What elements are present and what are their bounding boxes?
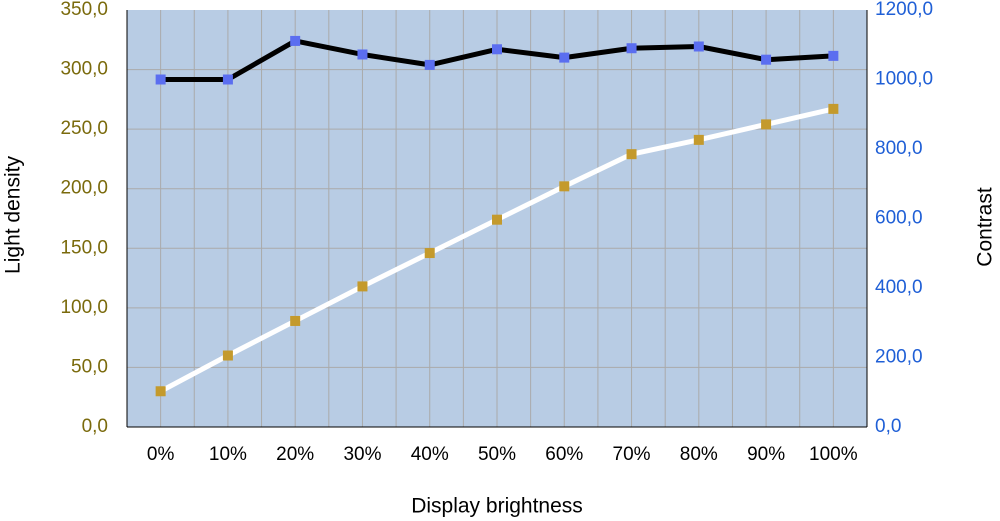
contrast-data-point [626, 43, 637, 54]
x-axis-tick-label: 20% [276, 444, 314, 465]
left-axis-tick-label: 250,0 [60, 118, 108, 139]
left-axis-tick-label: 200,0 [60, 178, 108, 199]
contrast-data-point [693, 41, 704, 52]
contrast-data-point [155, 74, 166, 85]
light-density-data-point [424, 248, 435, 259]
left-axis-tick-label: 300,0 [60, 59, 108, 80]
x-axis-tick-label: 10% [209, 444, 247, 465]
right-axis-tick-label: 0,0 [875, 416, 901, 437]
x-axis-tick-label: 60% [545, 444, 583, 465]
contrast-data-point [424, 59, 435, 70]
left-axis-title: Light density [2, 156, 25, 274]
left-axis-tick-label: 50,0 [71, 356, 108, 377]
left-axis-tick-label: 350,0 [60, 0, 108, 20]
x-axis-tick-label: 90% [747, 444, 785, 465]
contrast-data-point [761, 54, 772, 65]
right-axis-title: Contrast [974, 187, 997, 267]
contrast-data-point [290, 35, 301, 46]
light-density-data-point [626, 149, 637, 160]
light-density-data-point [155, 386, 166, 397]
light-density-data-point [761, 119, 772, 130]
right-axis-tick-label: 400,0 [875, 277, 923, 298]
x-axis-tick-label: 100% [809, 444, 858, 465]
x-axis-title: Display brightness [411, 495, 583, 518]
x-axis-tick-label: 40% [411, 444, 449, 465]
left-axis-tick-label: 0,0 [82, 416, 108, 437]
contrast-data-point [828, 50, 839, 61]
right-axis-tick-label: 1200,0 [875, 0, 933, 20]
right-axis-tick-label: 1000,0 [875, 69, 933, 90]
x-axis-tick-label: 80% [680, 444, 718, 465]
right-axis-tick-label: 600,0 [875, 208, 923, 229]
right-axis-tick-label: 200,0 [875, 347, 923, 368]
left-axis-tick-label: 100,0 [60, 297, 108, 318]
x-axis-tick-label: 30% [343, 444, 381, 465]
left-axis-ticks: 0,0 50,0 100,0 150,0 200,0 250,0 300,0 350,0 [60, 0, 108, 437]
light-density-data-point [357, 281, 368, 292]
x-axis-tick-label: 0% [147, 444, 175, 465]
light-density-data-point [693, 134, 704, 145]
contrast-data-point [559, 52, 570, 63]
contrast-data-point [492, 44, 502, 55]
light-density-data-point [828, 103, 839, 114]
contrast-data-point [222, 74, 233, 85]
contrast-data-point [357, 49, 368, 60]
series-layer [155, 35, 839, 397]
right-axis-tick-label: 800,0 [875, 138, 923, 159]
x-axis-ticks: 0% 10% 20% 30% 40% 50% 60% 70% 80% 90% 100% [147, 444, 858, 465]
left-axis-tick-label: 150,0 [60, 237, 108, 258]
x-axis-tick-label: 50% [478, 444, 516, 465]
light-density-data-point [492, 214, 502, 225]
x-axis-tick-label: 70% [613, 444, 651, 465]
light-density-data-point [290, 315, 301, 326]
light-density-data-point [559, 181, 570, 192]
light-density-data-point [222, 350, 233, 361]
right-axis-ticks: 0,0 200,0 400,0 600,0 800,0 1000,0 1200,0 [875, 0, 933, 437]
